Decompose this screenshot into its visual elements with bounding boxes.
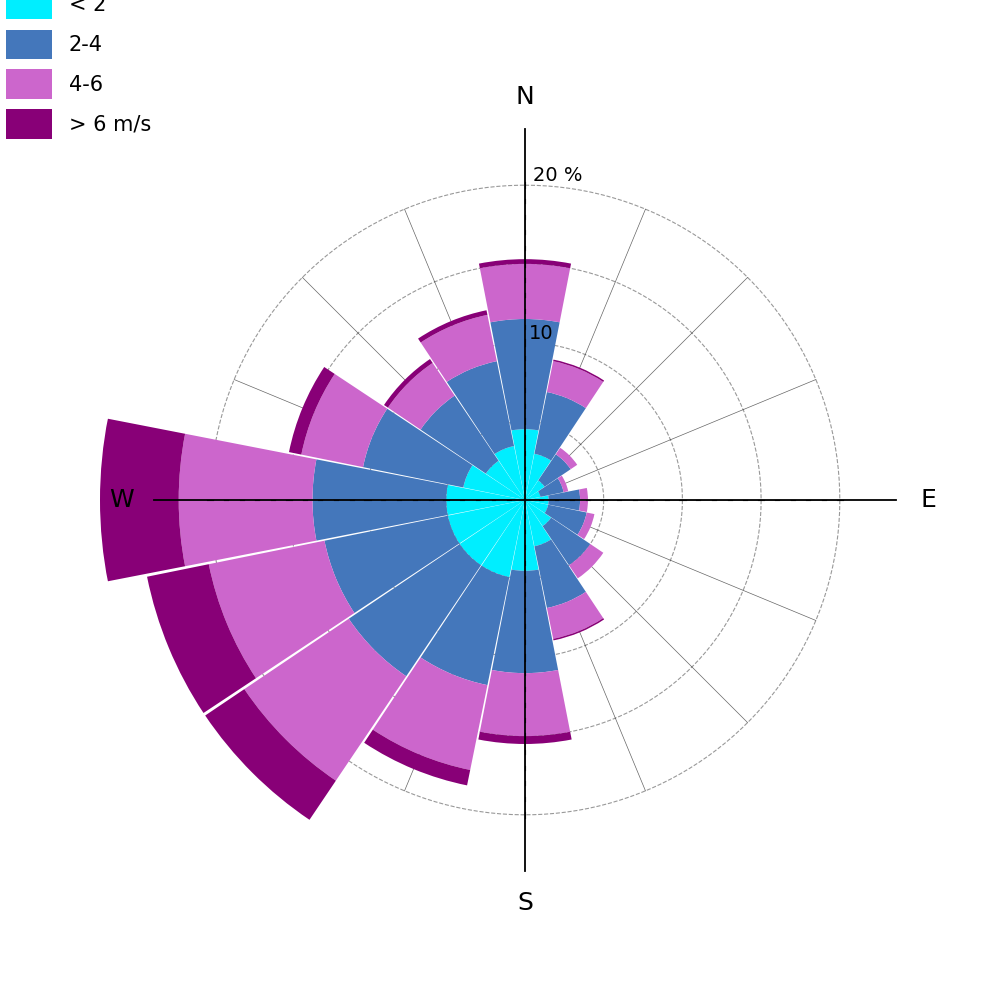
Bar [244,619,406,781]
Bar [312,459,448,541]
Bar [553,618,604,640]
Bar [548,489,580,511]
Bar [421,566,509,685]
Bar [179,434,316,566]
Bar [478,732,572,744]
Bar [373,657,487,770]
Text: W: W [110,488,134,512]
Bar [525,495,549,505]
Bar [543,518,590,565]
Bar [421,396,499,474]
Bar [534,392,586,461]
Bar [547,361,603,408]
Bar [525,500,548,513]
Bar [511,429,539,500]
Bar [534,539,586,608]
Bar [448,500,525,543]
Text: 10: 10 [529,324,554,343]
Bar [301,374,387,467]
Bar [324,516,459,613]
Bar [388,363,455,430]
Bar [495,446,525,500]
Bar [480,670,570,736]
Bar [482,500,525,577]
Bar [418,310,487,343]
Bar [525,454,551,500]
Bar [384,359,433,408]
Bar [447,361,514,454]
Bar [525,500,551,546]
Bar [538,478,564,497]
Bar [446,485,525,515]
Bar [486,461,525,500]
Text: E: E [920,488,936,512]
Text: N: N [516,85,534,109]
Bar [289,367,335,455]
Bar [490,319,560,430]
Legend: < 2, 2-4, 4-6, > 6 m/s: < 2, 2-4, 4-6, > 6 m/s [0,0,157,145]
Bar [205,689,336,820]
Bar [547,592,603,639]
Bar [538,454,571,487]
Bar [363,409,473,487]
Bar [421,315,497,382]
Bar [545,505,587,535]
Bar [553,360,604,382]
Bar [577,513,594,539]
Bar [479,259,571,268]
Bar [480,264,570,322]
Bar [147,564,256,713]
Bar [556,448,577,469]
Bar [492,570,558,673]
Text: S: S [517,891,533,915]
Bar [349,544,481,676]
Bar [525,491,540,500]
Bar [511,500,539,571]
Bar [92,417,185,583]
Bar [525,500,551,526]
Bar [569,544,603,578]
Bar [460,500,525,565]
Bar [209,541,354,678]
Bar [463,465,525,500]
Bar [579,488,588,512]
Bar [525,480,545,500]
Bar [558,476,568,492]
Bar [364,730,470,785]
Text: 20 %: 20 % [533,166,583,185]
